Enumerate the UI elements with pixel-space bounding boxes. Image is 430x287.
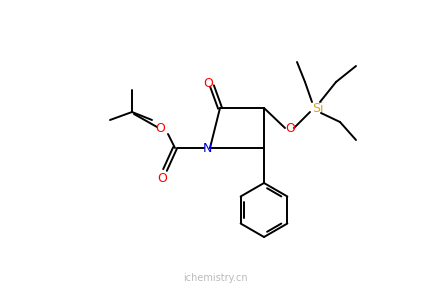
Text: O: O [155, 121, 165, 135]
Text: O: O [284, 121, 294, 135]
Text: O: O [203, 77, 212, 90]
Text: ichemistry.cn: ichemistry.cn [182, 273, 247, 283]
Text: N: N [202, 141, 211, 154]
Text: O: O [157, 172, 166, 185]
Text: Si: Si [311, 102, 323, 115]
